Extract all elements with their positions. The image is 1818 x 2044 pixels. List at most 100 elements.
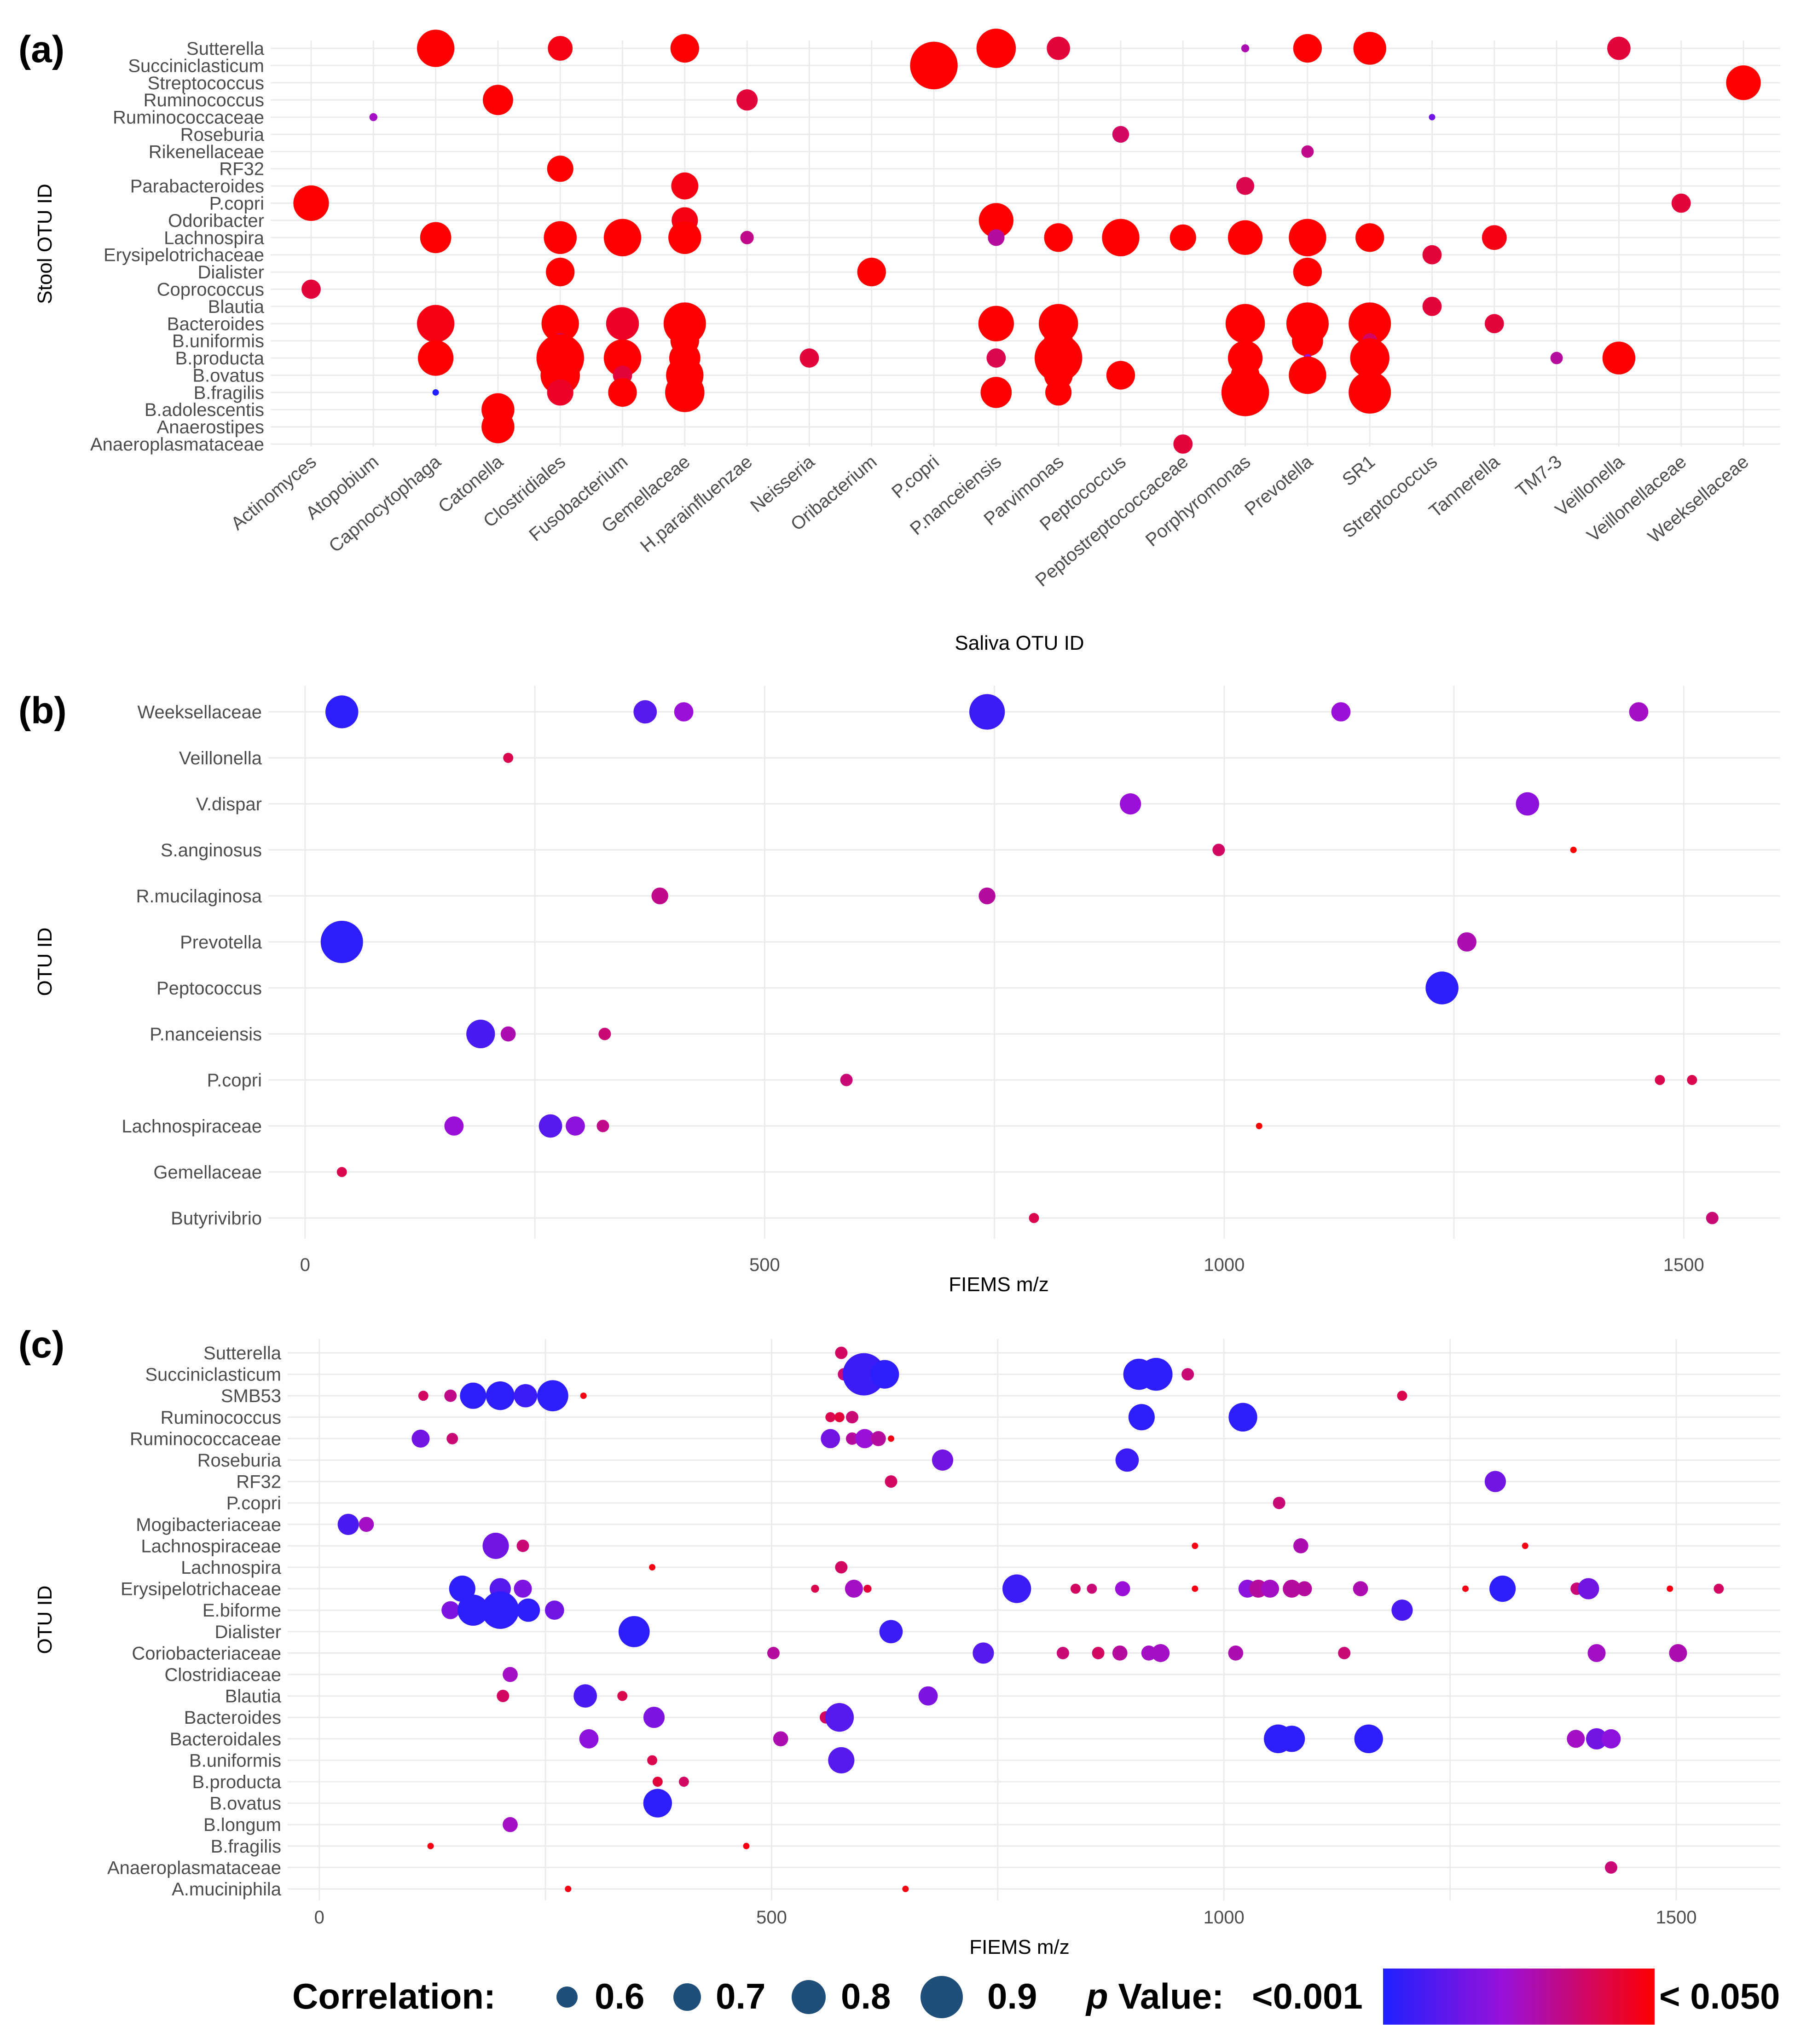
point-coriobacteriaceae-930 xyxy=(1152,1644,1170,1662)
panel-b-grid xyxy=(268,686,1780,1239)
y-tick-smb53: SMB53 xyxy=(221,1386,281,1406)
point-erysipelotrichaceae-1089 xyxy=(1297,1581,1312,1596)
point-coriobacteriaceae-822 xyxy=(1056,1646,1069,1659)
point-bacteroides-tannerella xyxy=(1484,314,1504,334)
y-tick-b-uniformis: B.uniformis xyxy=(189,1750,281,1771)
point-erysipelotrichaceae-225 xyxy=(514,1580,532,1598)
legend-size-dot-0-8 xyxy=(792,1980,826,2014)
panel-c-letter: (c) xyxy=(18,1324,64,1366)
y-tick-lachnospiraceae: Lachnospiraceae xyxy=(122,1116,262,1137)
point-erysipelotrichaceae-streptococcus xyxy=(1422,245,1442,265)
point-succiniclasticum-960 xyxy=(1181,1368,1194,1381)
point-lachnospira-tannerella xyxy=(1482,225,1507,250)
panel-b: (b) Weeksellaceae Veillonella V.dispar S.an… xyxy=(18,686,1780,1296)
point-erysipelotrichaceae-771 xyxy=(1002,1574,1031,1603)
y-tick-b-fragilis: B.fragilis xyxy=(194,383,264,403)
point-erysipelotrichaceae-1051 xyxy=(1261,1580,1280,1598)
point-butyrivibrio-1531 xyxy=(1706,1212,1719,1224)
point-erysipelotrichaceae-1308 xyxy=(1489,1576,1516,1602)
point-blautia-streptococcus xyxy=(1422,296,1442,316)
point-v-dispar-1330 xyxy=(1516,792,1540,816)
point-s-anginosus-1380 xyxy=(1570,847,1577,853)
point-coriobacteriaceae-885 xyxy=(1112,1646,1128,1661)
x-tick-1500: 1500 xyxy=(1663,1255,1704,1275)
point-erysipelotrichaceae-1151 xyxy=(1353,1581,1368,1596)
point-coriobacteriaceae-1013 xyxy=(1228,1646,1244,1661)
point-lachnospira-p-nanceiensis xyxy=(988,229,1005,246)
point-ruminococcus-589 xyxy=(845,1411,858,1424)
point-blautia-203 xyxy=(497,1690,510,1703)
point-b-fragilis-fusobacterium xyxy=(608,378,637,407)
x-tick-500: 500 xyxy=(756,1907,787,1928)
y-tick-anaeroplasmataceae: Anaeroplasmataceae xyxy=(107,1858,281,1878)
point-bacteroidales-510 xyxy=(773,1731,788,1747)
point-erysipelotrichaceae-854 xyxy=(1087,1583,1097,1594)
point-sutterella-gemellaceae xyxy=(670,34,699,63)
panel-a-x-title: Saliva OTU ID xyxy=(955,632,1084,654)
y-tick-dialister: Dialister xyxy=(198,262,264,283)
panel-b-y-title: OTU ID xyxy=(34,927,56,996)
point-sutterella-parvimonas xyxy=(1047,36,1070,60)
point-parabacteroides-gemellaceae xyxy=(671,172,699,200)
point-b-ovatus-peptococcus xyxy=(1106,361,1135,390)
x-tick-0: 0 xyxy=(300,1255,310,1275)
point-bacteroides-fusobacterium xyxy=(606,307,639,340)
point-sutterella-prevotella xyxy=(1293,34,1322,63)
y-tick-e-biforme: E.biforme xyxy=(203,1600,281,1621)
point-bacteroidales-1160 xyxy=(1354,1724,1383,1753)
y-tick-b-ovatus: B.ovatus xyxy=(209,1794,281,1814)
point-b-uniformis-prevotella xyxy=(1292,325,1323,357)
panel-c-y-title: OTU ID xyxy=(34,1585,56,1654)
point-coprococcus-actinomyces xyxy=(301,279,321,299)
point-p-copri-veillonellaceae xyxy=(1671,193,1691,213)
point-b-producta-capnocytophaga xyxy=(417,340,454,376)
point-b-fragilis-capnocytophaga xyxy=(432,389,439,396)
point-weeksellaceae-1451 xyxy=(1629,702,1649,722)
point-succiniclasticum-p-copri xyxy=(910,41,958,90)
point-e-biforme-231 xyxy=(516,1598,540,1622)
y-tick-b-producta: B.producta xyxy=(175,348,265,369)
point-lachnospira-porphyromonas xyxy=(1227,220,1263,255)
panel-c-y-ticks: SutterellaSucciniclasticumSMB53Ruminococ… xyxy=(107,1343,282,1900)
point-lachnospira-prevotella xyxy=(1289,219,1326,256)
point-odoribacter-p-nanceiensis xyxy=(978,203,1014,238)
point-b-fragilis-472 xyxy=(743,1842,750,1849)
legend-p-rest: Value: xyxy=(1108,1976,1224,2016)
point-lachnospiraceae-1333 xyxy=(1522,1542,1529,1549)
y-tick-weeksellaceae: Weeksellaceae xyxy=(137,702,262,722)
point-e-biforme-260 xyxy=(544,1600,564,1620)
legend-p-label: p Value: xyxy=(1085,1976,1224,2016)
point-b-fragilis-parvimonas xyxy=(1045,379,1072,406)
point-p-nanceiensis-326 xyxy=(598,1028,611,1040)
point-ruminococcus-575 xyxy=(834,1412,845,1422)
point-erysipelotrichaceae-1267 xyxy=(1462,1585,1469,1592)
point-prevotella-40 xyxy=(320,921,363,963)
point-bacteroidales-298 xyxy=(579,1729,599,1749)
point-coriobacteriaceae-1133 xyxy=(1338,1646,1351,1659)
y-tick-blautia: Blautia xyxy=(208,297,265,317)
y-tick-b-longum: B.longum xyxy=(203,1815,281,1835)
point-erysipelotrichaceae-1403 xyxy=(1578,1578,1599,1599)
y-tick-p-copri: P.copri xyxy=(226,1493,281,1513)
panel-c: (c) SutterellaSucciniclasticumSMB53Rumin… xyxy=(18,1324,1780,1958)
point-sutterella-577 xyxy=(835,1346,848,1359)
point-b-producta-veillonella xyxy=(1602,341,1636,375)
point-ruminococcus-catonella xyxy=(482,85,513,115)
point-r-mucilaginosa-742 xyxy=(978,887,996,905)
y-tick-coprococcus: Coprococcus xyxy=(157,279,264,300)
point-r-mucilaginosa-386 xyxy=(651,887,668,905)
point-b-longum-211 xyxy=(503,1817,518,1832)
point-mogibacteriaceae-32 xyxy=(337,1513,359,1535)
legend-p-low: <0.001 xyxy=(1252,1976,1363,2016)
point-smb53-292 xyxy=(580,1392,587,1399)
y-tick-anaeroplasmataceae: Anaeroplasmataceae xyxy=(90,434,264,455)
panel-b-points xyxy=(320,694,1719,1224)
point-lachnospiraceae-968 xyxy=(1192,1542,1198,1549)
point-smb53-170 xyxy=(460,1382,486,1409)
y-tick-roseburia: Roseburia xyxy=(197,1450,282,1471)
point-coriobacteriaceae-502 xyxy=(767,1646,780,1659)
point-coriobacteriaceae-861 xyxy=(1092,1646,1105,1659)
y-tick-b-producta: B.producta xyxy=(192,1772,282,1792)
point-rf32-632 xyxy=(885,1475,897,1488)
point-lachnospiraceae-324 xyxy=(596,1120,609,1132)
